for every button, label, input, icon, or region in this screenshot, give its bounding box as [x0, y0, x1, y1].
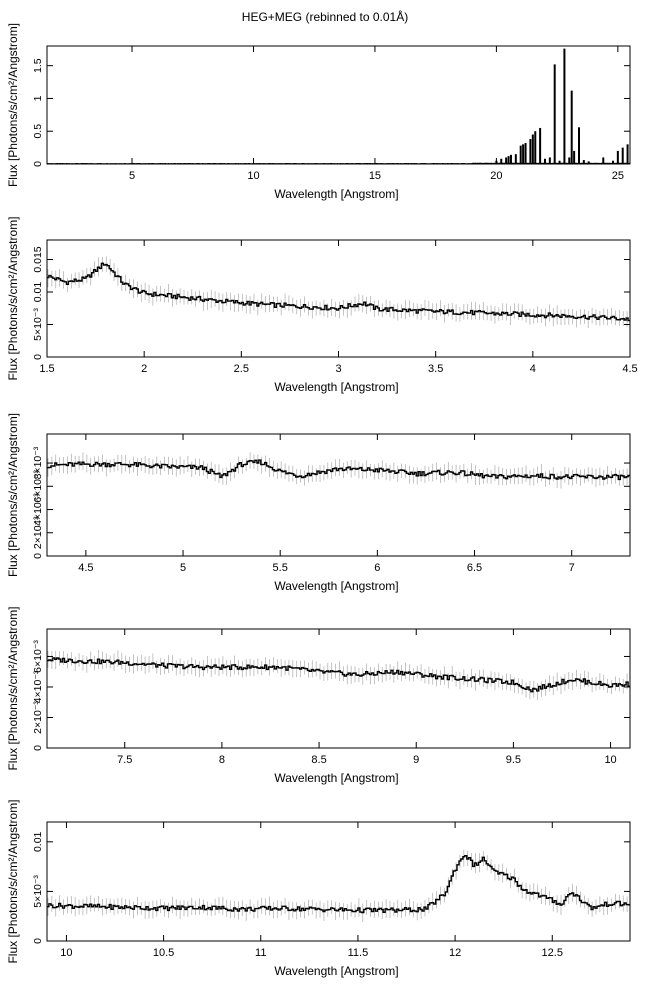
spectrum-series: [47, 48, 630, 164]
y-axis-label: Flux [Photons/s/cm²/Angstrom]: [6, 606, 20, 770]
x-tick-label: 6: [374, 562, 380, 574]
x-tick-label: 9.5: [506, 754, 521, 766]
y-axis-label: Flux [Photons/s/cm²/Angstrom]: [6, 799, 20, 963]
x-axis-label: Wavelength [Angstrom]: [274, 771, 398, 785]
y-tick-label: 0.015: [32, 246, 44, 272]
plot-frame: [46, 239, 631, 358]
page-title: HEG+MEG (rebinned to 0.01Å): [241, 10, 409, 24]
spectrum-series: [47, 849, 630, 922]
y-tick-label: 0.5: [32, 124, 44, 139]
y-tick-label: 0: [32, 938, 44, 944]
spectrum-line: [47, 262, 630, 322]
spectrum-line: [47, 855, 630, 914]
x-tick-label: 15: [369, 170, 381, 182]
y-tick-label: 1: [32, 95, 44, 101]
x-tick-label: 4.5: [622, 363, 637, 375]
spectrum-line: [47, 657, 630, 693]
x-tick-label: 3.5: [428, 363, 443, 375]
x-tick-label: 8: [219, 754, 225, 766]
panel-4: 7.5 8 8.5 9 9.5 10 0 2×10⁻³4×10⁻³6×10⁻³ Waveleng…: [6, 606, 631, 785]
x-tick-label: 10: [604, 754, 616, 766]
x-axis-label: Wavelength [Angstrom]: [274, 380, 398, 394]
x-tick-label: 4: [530, 363, 536, 375]
y-tick-label: 2×10⁻³: [32, 516, 44, 549]
x-tick-label: 5: [180, 562, 186, 574]
x-tick-label: 25: [612, 170, 624, 182]
x-tick-label: 11.5: [348, 947, 369, 959]
plot-frame: [46, 45, 631, 165]
y-tick-label: 8×10⁻³: [32, 446, 44, 479]
plot-frame: [46, 628, 631, 749]
x-tick-label: 2.5: [234, 363, 249, 375]
spectrum-series: [47, 256, 630, 329]
spectrum-series: [47, 452, 630, 489]
plot-frame: [46, 433, 631, 557]
x-tick-label: 2: [141, 363, 147, 375]
y-tick-label: 0.01: [32, 831, 44, 852]
y-axis-label: Flux [Photons/s/cm²/Angstrom]: [6, 23, 20, 187]
x-tick-label: 10: [247, 170, 259, 182]
y-axis-label: Flux [Photons/s/cm²/Angstrom]: [6, 216, 20, 380]
y-tick-label: 4×10⁻³: [32, 493, 44, 526]
panel-5: 10 10.5 11 11.5 12 12.5 0 5×10⁻³ 0.01 Wavelength …: [6, 799, 631, 978]
y-tick-label: 0: [32, 354, 44, 360]
panel-1: 5 10 15 20 25 0 0.5 1 1.5 Wavelength [Angstrom] Fl…: [6, 23, 631, 201]
x-tick-label: 7: [569, 562, 575, 574]
y-tick-label: 4×10⁻³: [32, 670, 44, 703]
x-tick-label: 10.5: [153, 947, 174, 959]
x-axis-label: Wavelength [Angstrom]: [274, 964, 398, 978]
x-tick-label: 12.5: [542, 947, 563, 959]
y-tick-label: 0: [32, 745, 44, 751]
plot-frame: [46, 821, 631, 942]
y-tick-label: 0.01: [32, 282, 44, 303]
x-tick-label: 4.5: [78, 562, 93, 574]
x-tick-label: 10: [60, 947, 72, 959]
y-tick-label: 2×10⁻³: [32, 701, 44, 734]
y-tick-label: 6×10⁻³: [32, 640, 44, 673]
y-tick-label: 1.5: [32, 58, 44, 73]
x-tick-label: 6.5: [467, 562, 482, 574]
spectrum-line: [47, 459, 630, 481]
x-axis-label: Wavelength [Angstrom]: [274, 187, 398, 201]
x-tick-label: 11: [255, 947, 266, 959]
y-tick-label: 0: [32, 161, 44, 167]
x-tick-label: 5.5: [273, 562, 288, 574]
x-tick-label: 12: [449, 947, 461, 959]
y-tick-label: 5×10⁻³: [32, 875, 44, 908]
x-tick-label: 7.5: [117, 754, 132, 766]
spectrum-series: [47, 649, 630, 701]
y-axis-label: Flux [Photons/s/cm²/Angstrom]: [6, 413, 20, 577]
x-tick-label: 5: [129, 170, 135, 182]
x-tick-label: 1.5: [39, 363, 54, 375]
panel-2: 1.5 2 2.5 3 3.5 4 4.5 0 5×10⁻³ 0.01 0.015 Wavelengt…: [6, 216, 638, 394]
y-tick-label: 6×10⁻³: [32, 469, 44, 502]
panel-3: 4.5 5 5.5 6 6.5 7 0 2×10⁻³4×10⁻³6×10⁻³8×10⁻³ Wav…: [6, 413, 631, 593]
y-tick-label: 0: [32, 553, 44, 559]
x-tick-label: 20: [490, 170, 502, 182]
x-tick-label: 3: [335, 363, 341, 375]
x-tick-label: 8.5: [311, 754, 326, 766]
y-tick-label: 5×10⁻³: [32, 308, 44, 341]
x-tick-label: 9: [413, 754, 419, 766]
x-axis-label: Wavelength [Angstrom]: [274, 579, 398, 593]
